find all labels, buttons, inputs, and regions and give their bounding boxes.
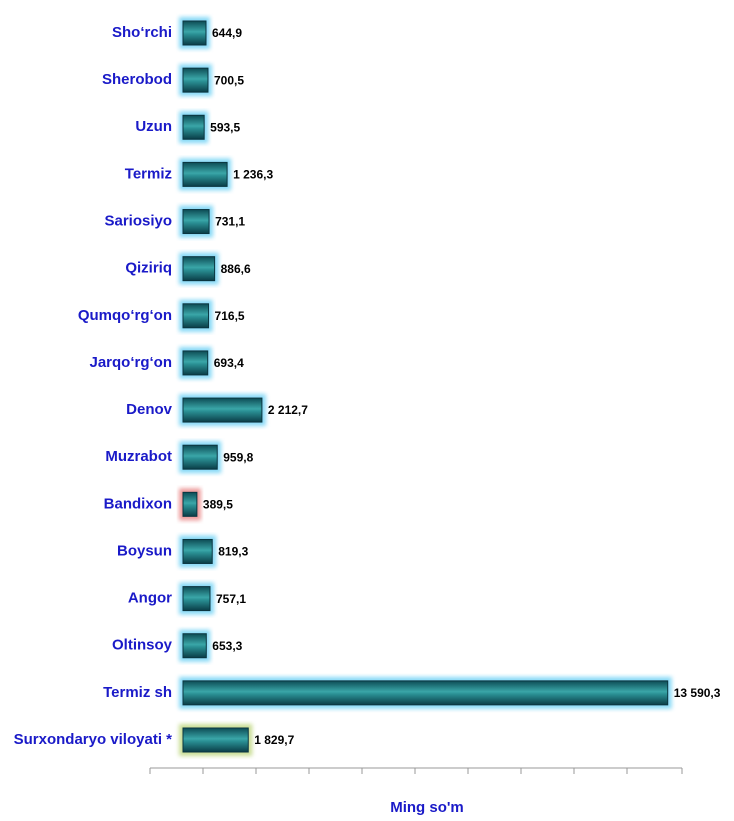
category-label: Uzun	[135, 118, 172, 135]
bar	[182, 538, 213, 564]
bar	[182, 303, 210, 329]
bar	[182, 256, 216, 282]
category-label: Termiz	[125, 165, 172, 182]
value-label: 389,5	[203, 498, 233, 512]
value-label: 886,6	[221, 262, 251, 276]
value-label: 593,5	[210, 120, 240, 134]
bar	[182, 727, 249, 753]
value-label: 13 590,3	[674, 686, 721, 700]
category-label: Sariosiyo	[104, 213, 172, 230]
value-label: 731,1	[215, 215, 245, 229]
bar	[182, 161, 228, 187]
bar	[182, 350, 209, 376]
value-label: 716,5	[215, 309, 245, 323]
category-label: Qiziriq	[125, 260, 172, 277]
bar	[182, 491, 198, 517]
value-label: 819,3	[218, 545, 248, 559]
category-label: Termiz sh	[103, 684, 172, 701]
bar	[182, 680, 669, 706]
value-label: 653,3	[212, 639, 242, 653]
category-label: Muzrabot	[105, 448, 172, 465]
bar	[182, 67, 209, 93]
value-label: 1 829,7	[254, 733, 294, 747]
bar	[182, 397, 263, 423]
value-label: 693,4	[214, 356, 244, 370]
category-label: Bandixon	[104, 495, 172, 512]
x-axis-ticks	[149, 768, 683, 774]
category-label: Angor	[128, 590, 172, 607]
category-label: Oltinsoy	[112, 637, 173, 654]
bar	[182, 114, 205, 140]
category-label: Qumqo‘rg‘on	[78, 307, 172, 324]
value-label: 2 212,7	[268, 403, 308, 417]
category-label: Sho‘rchi	[112, 24, 172, 41]
category-label: Sherobod	[102, 71, 172, 88]
bar	[182, 586, 211, 612]
bar	[182, 633, 207, 659]
x-axis-title: Ming so'm	[390, 799, 464, 816]
value-label: 757,1	[216, 592, 246, 606]
value-label: 700,5	[214, 73, 244, 87]
bar	[182, 20, 207, 46]
category-label: Boysun	[117, 542, 172, 559]
category-label: Denov	[126, 401, 173, 418]
value-label: 1 236,3	[233, 168, 273, 182]
bar	[182, 209, 210, 235]
category-label: Jarqo‘rg‘on	[89, 354, 172, 371]
category-label: Surxondaryo viloyati *	[14, 731, 173, 748]
bar	[182, 444, 218, 470]
value-label: 959,8	[223, 450, 253, 464]
value-label: 644,9	[212, 26, 242, 40]
